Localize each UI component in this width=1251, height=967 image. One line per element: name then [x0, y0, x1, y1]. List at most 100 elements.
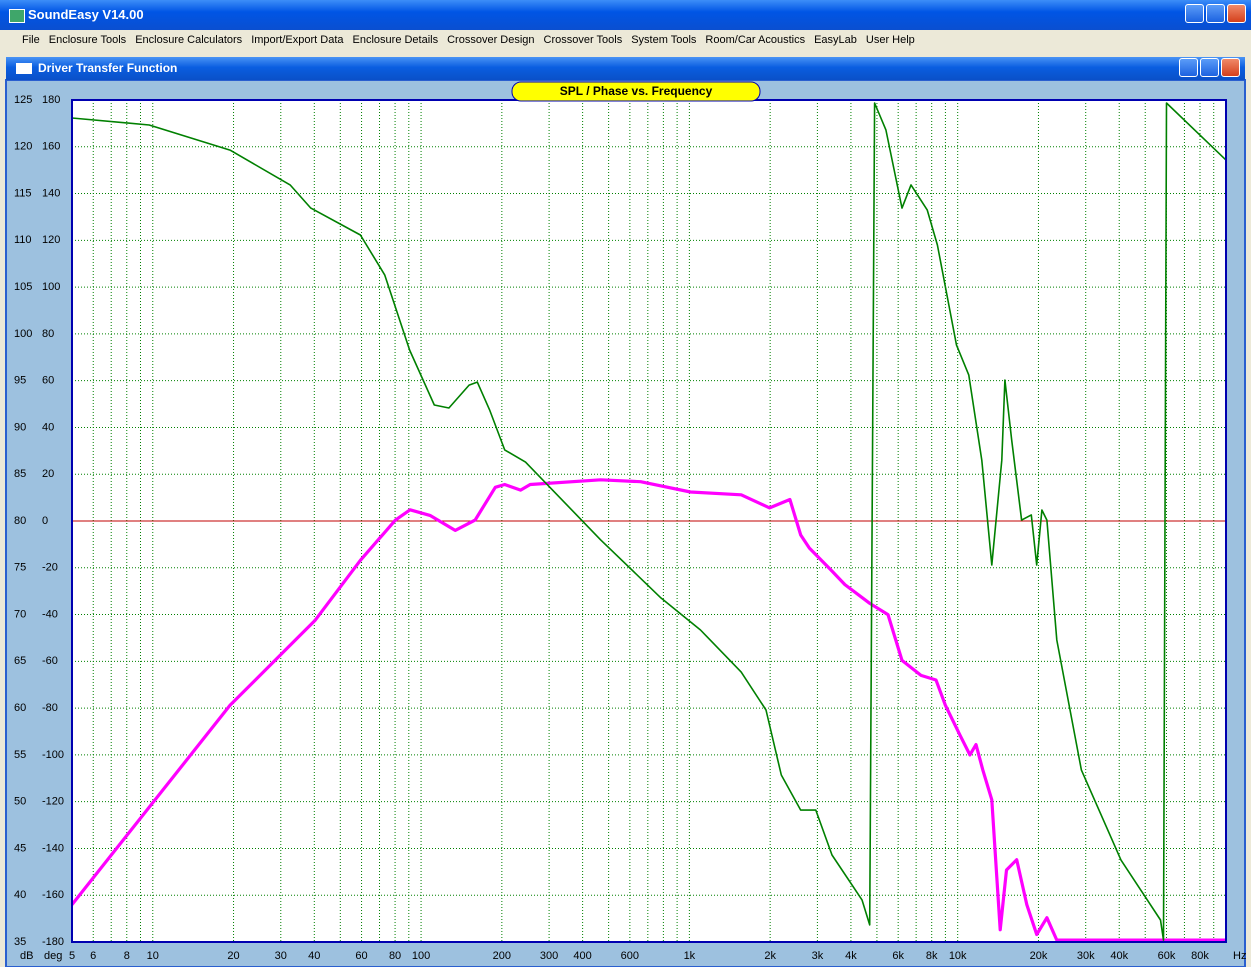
- y-tick-label: 45: [14, 842, 26, 854]
- y-tick-label: 60: [14, 702, 26, 714]
- x-tick-label: 1k: [684, 950, 696, 962]
- menu-item[interactable]: User Help: [865, 34, 915, 46]
- y2-tick-label: -140: [42, 842, 64, 854]
- menu-item[interactable]: Import/Export Data: [251, 34, 344, 46]
- x-tick-label: 400: [573, 950, 591, 962]
- x-tick-label: 8k: [926, 950, 938, 962]
- window-title-bar: SoundEasy V14.00: [0, 0, 1251, 30]
- y2-tick-label: -80: [42, 702, 58, 714]
- y2-tick-label: -180: [42, 936, 64, 948]
- x-tick-label: 10: [147, 950, 159, 962]
- y-tick-label: 40: [14, 889, 26, 901]
- menu-item[interactable]: Room/Car Acoustics: [705, 34, 806, 46]
- x-tick-label: 30k: [1077, 950, 1095, 962]
- x-tick-label: 20k: [1030, 950, 1048, 962]
- y2-tick-label: 100: [42, 281, 60, 293]
- grid: [71, 99, 1226, 943]
- y-tick-label: 125: [14, 94, 32, 106]
- x-tick-label: 80: [389, 950, 401, 962]
- x-tick-label: 5: [69, 950, 75, 962]
- y2-tick-label: -60: [42, 655, 58, 667]
- menu-item[interactable]: Enclosure Tools: [48, 34, 127, 46]
- minimize-button[interactable]: [1179, 58, 1198, 77]
- y2-tick-label: -120: [42, 796, 64, 808]
- y-tick-label: 120: [14, 141, 32, 153]
- y-tick-label: 90: [14, 421, 26, 433]
- y-tick-label: 100: [14, 328, 32, 340]
- y2-tick-label: -100: [42, 749, 64, 761]
- y-tick-label: 75: [14, 562, 26, 574]
- series-line: [71, 102, 1227, 941]
- x-tick-label: 300: [540, 950, 558, 962]
- window-title: SoundEasy V14.00: [28, 7, 144, 22]
- y-tick-label: 65: [14, 655, 26, 667]
- y-tick-label: 110: [14, 234, 32, 246]
- y2-tick-label: 20: [42, 468, 54, 480]
- chart-title: SPL / Phase vs. Frequency: [560, 84, 713, 98]
- y-tick-label: 80: [14, 515, 26, 527]
- y2-tick-label: -20: [42, 562, 58, 574]
- x-tick-label: 600: [621, 950, 639, 962]
- x-tick-label: 3k: [812, 950, 824, 962]
- y2-tick-label: 80: [42, 328, 54, 340]
- y2-tick-label: 0: [42, 515, 48, 527]
- y2-tick-label: -40: [42, 608, 58, 620]
- menu-item[interactable]: Crossover Tools: [543, 34, 623, 46]
- x-tick-label: 200: [493, 950, 511, 962]
- y-tick-label: 55: [14, 749, 26, 761]
- plot-lines: [70, 102, 1227, 942]
- menu-item[interactable]: Enclosure Calculators: [135, 34, 243, 46]
- y2-tick-label: 60: [42, 375, 54, 387]
- app-icon: [9, 9, 25, 23]
- x-tick-label: 80k: [1191, 950, 1209, 962]
- y2-tick-label: 180: [42, 94, 60, 106]
- subwindow-icon: [16, 63, 32, 74]
- minimize-button[interactable]: [1185, 4, 1204, 23]
- subwindow-title-bar: Driver Transfer Function: [6, 57, 1245, 80]
- x-tick-label: 40k: [1110, 950, 1128, 962]
- y2-tick-label: 160: [42, 141, 60, 153]
- close-button[interactable]: [1227, 4, 1246, 23]
- y-tick-label: 105: [14, 281, 32, 293]
- menu-item[interactable]: System Tools: [631, 34, 697, 46]
- x-tick-label: 40: [308, 950, 320, 962]
- close-button[interactable]: [1221, 58, 1240, 77]
- subwindow-controls: [1179, 58, 1240, 77]
- maximize-button[interactable]: [1200, 58, 1219, 77]
- y2-tick-label: 140: [42, 187, 60, 199]
- y2-axis-label: deg: [44, 950, 62, 962]
- y2-tick-label: 120: [42, 234, 60, 246]
- y-tick-label: 85: [14, 468, 26, 480]
- x-tick-label: 60: [355, 950, 367, 962]
- y-axis-label: dB: [20, 950, 33, 962]
- y-tick-label: 115: [14, 187, 32, 199]
- x-tick-label: 30: [275, 950, 287, 962]
- menu-item[interactable]: Crossover Design: [447, 34, 535, 46]
- title-badge: [511, 81, 761, 102]
- x-tick-label: 60k: [1158, 950, 1176, 962]
- x-tick-label: 8: [124, 950, 130, 962]
- menu-bar: File Enclosure Tools Enclosure Calculators…: [0, 30, 1251, 50]
- series-line: [70, 478, 1226, 942]
- y-tick-label: 95: [14, 375, 26, 387]
- x-tick-label: 6k: [892, 950, 904, 962]
- y-tick-label: 35: [14, 936, 26, 948]
- menu-item[interactable]: Enclosure Details: [352, 34, 439, 46]
- x-tick-label: 20: [227, 950, 239, 962]
- x-tick-label: 100: [412, 950, 430, 962]
- y2-tick-label: 40: [42, 421, 54, 433]
- y-tick-label: 70: [14, 608, 26, 620]
- y2-tick-label: -160: [42, 889, 64, 901]
- x-tick-label: 4k: [845, 950, 857, 962]
- menu-item[interactable]: File: [22, 34, 40, 46]
- window-controls: [1185, 4, 1246, 23]
- menu-item[interactable]: EasyLab: [814, 34, 857, 46]
- x-axis-label: Hz: [1233, 950, 1246, 962]
- x-tick-label: 2k: [764, 950, 776, 962]
- maximize-button[interactable]: [1206, 4, 1225, 23]
- subwindow-title: Driver Transfer Function: [38, 61, 178, 75]
- y-tick-label: 50: [14, 796, 26, 808]
- x-tick-label: 6: [90, 950, 96, 962]
